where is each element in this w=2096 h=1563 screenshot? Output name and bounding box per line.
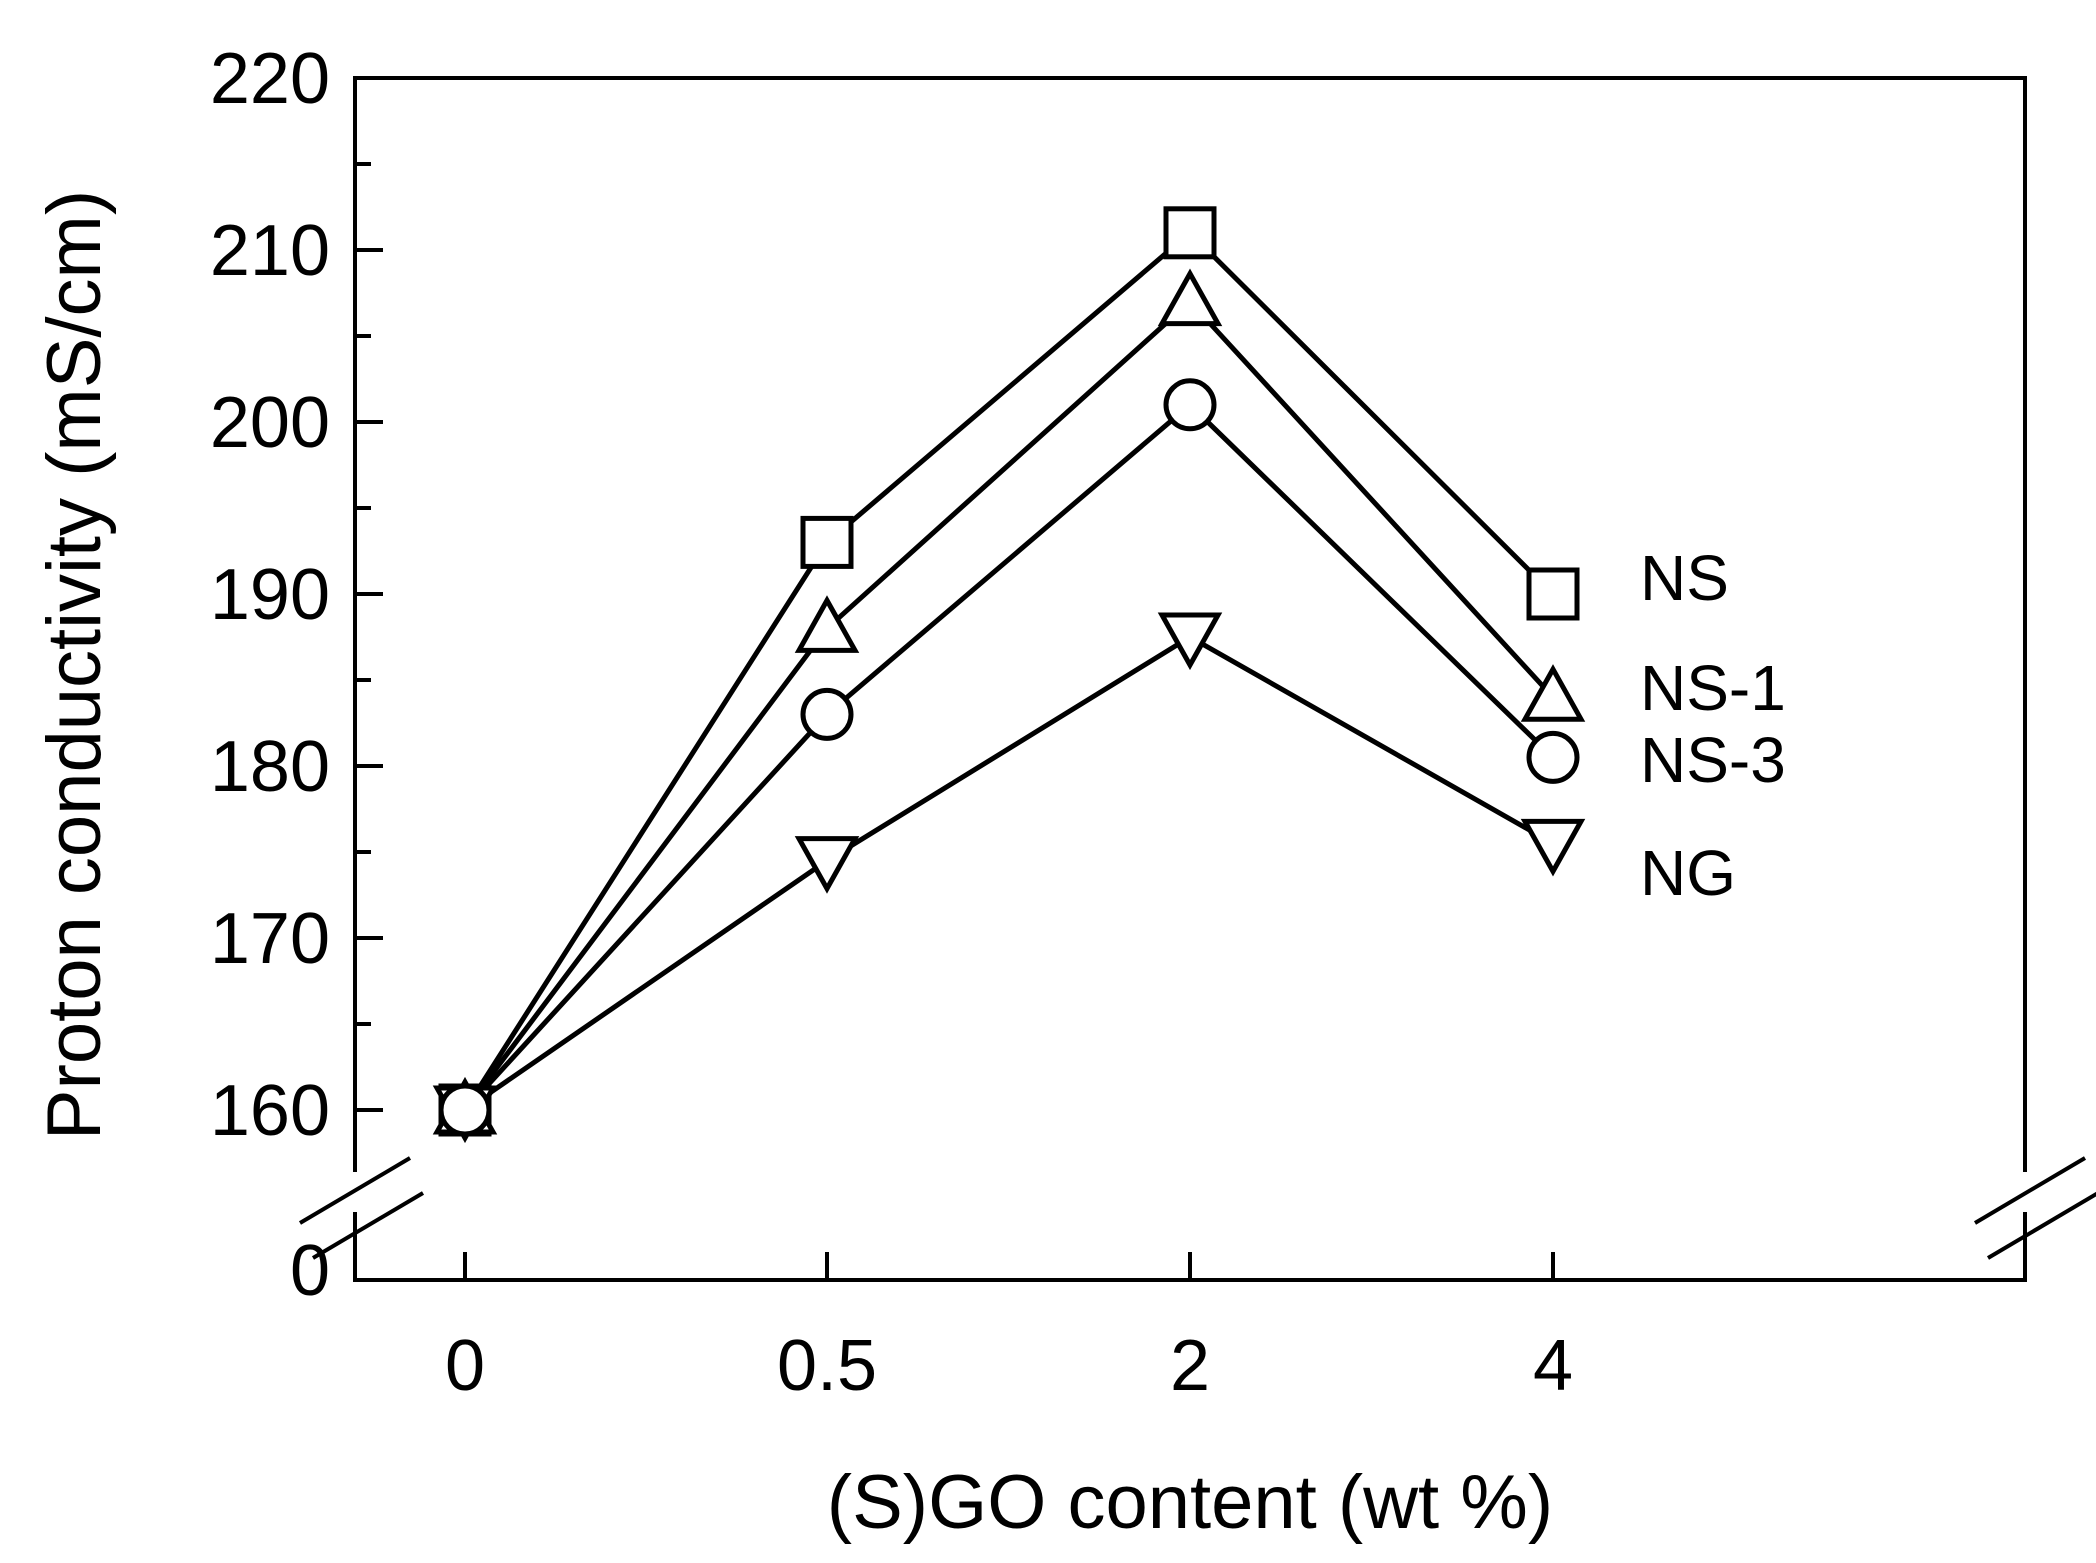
marker-ng-2 [1157, 612, 1223, 671]
series-line-ns-3 [463, 401, 1555, 1112]
legend-label-ng: NG [1640, 837, 1736, 909]
marker-ns-1-2 [1157, 268, 1223, 327]
series-line-ns-1 [463, 298, 1555, 1112]
legend-label-ns: NS [1640, 542, 1729, 614]
legend: NS NS-1NS-3 NG [1640, 542, 1786, 909]
y-tick-label: 210 [210, 211, 330, 291]
axis-break-slash-left-1 [298, 1156, 412, 1225]
x-tick-label: 0.5 [777, 1326, 877, 1406]
marker-ns-4 [1526, 567, 1580, 621]
marker-ns-3-2 [1163, 378, 1217, 432]
marker-ns-0.5 [800, 515, 854, 569]
marker-ns-3-0.5 [800, 687, 854, 741]
x-axis-ticks: 0 0.5 2 4 [445, 1252, 1573, 1406]
axis-break-slash-right-2 [1986, 1191, 2096, 1260]
marker-ng-4 [1520, 818, 1586, 877]
marker-ns-3-0 [438, 1083, 492, 1137]
marker-ns-1-0.5 [794, 595, 860, 653]
marker-ns-2 [1163, 206, 1217, 260]
y-tick-label: 160 [210, 1071, 330, 1151]
legend-label-ns-3: NS-3 [1640, 724, 1786, 796]
series-lines [462, 229, 1555, 1113]
legend-label-ns-1: NS-1 [1640, 652, 1786, 724]
marker-ns-1-4 [1520, 664, 1586, 722]
y-tick-label: 190 [210, 555, 330, 635]
x-tick-label: 2 [1170, 1326, 1210, 1406]
marker-ng-0.5 [794, 836, 860, 894]
y-tick-label: 170 [210, 899, 330, 979]
series-markers [432, 206, 1586, 1144]
y-tick-label: 220 [210, 39, 330, 119]
y-axis-title: Proton conductivity (mS/cm) [32, 190, 117, 1140]
y-axis-ticks: 0 160 170 180 190 200 210 220 [210, 39, 383, 1311]
y-tick-label: 0 [290, 1231, 330, 1311]
axis-break-slash-left-2 [311, 1191, 425, 1260]
x-axis-title: (S)GO content (wt %) [827, 1460, 1553, 1545]
y-tick-label: 180 [210, 727, 330, 807]
series-line-ns [462, 229, 1555, 1112]
axis-break-slash-right-1 [1973, 1156, 2087, 1225]
x-tick-label: 4 [1533, 1326, 1573, 1406]
x-tick-label: 0 [445, 1326, 485, 1406]
marker-ns-3-4 [1526, 730, 1580, 784]
y-tick-label: 200 [210, 383, 330, 463]
series-line-ng [463, 634, 1555, 1113]
